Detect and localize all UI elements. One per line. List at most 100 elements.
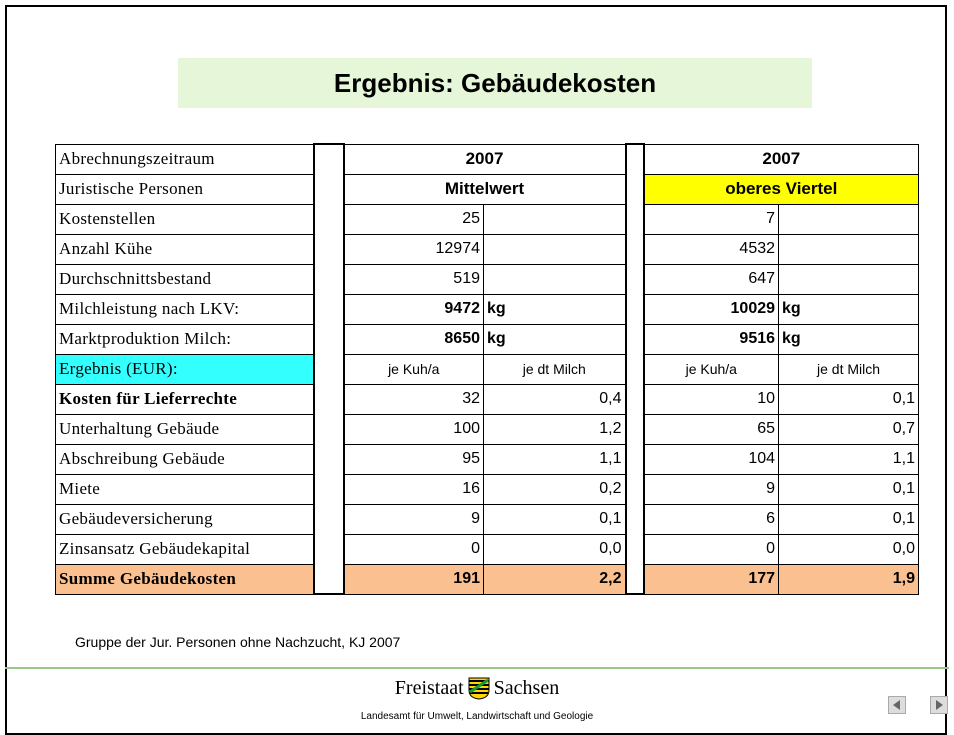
row: Durchschnittsbestand 519 647 (55, 263, 920, 295)
cell: 0,4 (482, 383, 627, 415)
cell: je dt Milch (482, 353, 627, 385)
cell (482, 233, 627, 265)
cell: Zinsansatz Gebäudekapital (55, 533, 314, 565)
row: Juristische Personen Mittelwert oberes Vie… (55, 173, 920, 205)
row: Marktproduktion Milch: 8650 kg 9516 kg (55, 323, 920, 355)
row: Abrechnungszeitraum 2007 2007 (55, 143, 920, 595)
cell: Marktproduktion Milch: (55, 323, 314, 355)
spacer (624, 143, 645, 595)
cell: 9516 (643, 323, 780, 355)
cell: Mittelwert (342, 173, 627, 205)
cell: 1,9 (778, 563, 920, 595)
footer-logo: Freistaat Sachsen (0, 676, 954, 700)
row: Abschreibung Gebäude 95 1,1 104 1,1 (55, 443, 920, 475)
cell: 1,1 (482, 443, 627, 475)
cell: 95 (343, 443, 484, 475)
cell: kg (778, 293, 920, 325)
cell: 0,0 (482, 533, 627, 565)
cell: Anzahl Kühe (55, 233, 314, 265)
cell: Abschreibung Gebäude (55, 443, 314, 475)
cell (778, 233, 920, 265)
cell: 1,1 (778, 443, 920, 475)
agency: Landesamt für Umwelt, Landwirtschaft und… (360, 711, 594, 722)
cost-table: Abrechnungszeitraum 2007 2007 Juristische P… (55, 143, 920, 595)
cell (778, 263, 920, 295)
cell: je Kuh/a (643, 353, 780, 385)
cell: 7 (643, 203, 780, 235)
cell: 10029 (643, 293, 780, 325)
cell: kg (482, 323, 627, 355)
cell (778, 203, 920, 235)
cell: Miete (55, 473, 314, 505)
cell: Summe Gebäudekosten (55, 563, 314, 595)
cell: Durchschnittsbestand (55, 263, 314, 295)
cell: 6 (643, 503, 780, 535)
cell: oberes Viertel (643, 173, 920, 205)
cell: 0,7 (778, 413, 920, 445)
cell: 2,2 (482, 563, 627, 595)
cell: 647 (643, 263, 780, 295)
cell: je dt Milch (778, 353, 920, 385)
next-icon (936, 700, 943, 710)
cell: 0,0 (778, 533, 920, 565)
cell: Kosten für Lieferrechte (55, 383, 314, 415)
cell (482, 263, 627, 295)
cell: 191 (343, 563, 484, 595)
row: Gebäudeversicherung 9 0,1 6 0,1 (55, 503, 920, 535)
cell (482, 203, 627, 235)
cell: 0,1 (778, 503, 920, 535)
spacer (312, 143, 345, 595)
cell: Juristische Personen (55, 173, 314, 205)
nav-prev[interactable] (888, 696, 906, 714)
cell: 9472 (343, 293, 484, 325)
divider (5, 667, 949, 669)
row: Kostenstellen 25 7 (55, 203, 920, 235)
cell: 4532 (643, 233, 780, 265)
cell: Unterhaltung Gebäude (55, 413, 314, 445)
row: Kosten für Lieferrechte 32 0,4 10 0,1 (55, 383, 920, 415)
coat-of-arms (468, 677, 490, 700)
cell: 2007 (643, 143, 920, 175)
cell: 10 (643, 383, 780, 415)
cell: Milchleistung nach LKV: (55, 293, 314, 325)
cell: kg (778, 323, 920, 355)
cell: 12974 (343, 233, 484, 265)
row: Unterhaltung Gebäude 100 1,2 65 0,7 (55, 413, 920, 445)
state-right: Sachsen (493, 677, 560, 699)
cell: 0,1 (778, 383, 920, 415)
cell: 0 (643, 533, 780, 565)
row: Zinsansatz Gebäudekapital 0 0,0 0 0,0 (55, 533, 920, 565)
cell: je Kuh/a (343, 353, 484, 385)
state-left: Freistaat (394, 677, 464, 699)
cell: 519 (343, 263, 484, 295)
cell: 0,2 (482, 473, 627, 505)
cell: 32 (343, 383, 484, 415)
cell: 2007 (342, 143, 627, 175)
prev-icon (893, 700, 900, 710)
row: Miete 16 0,2 9 0,1 (55, 473, 920, 505)
cell: Gebäudeversicherung (55, 503, 314, 535)
cell: 104 (643, 443, 780, 475)
cell: 9 (643, 473, 780, 505)
cell: Kostenstellen (55, 203, 314, 235)
cell: 0 (343, 533, 484, 565)
cell: Abrechnungszeitraum (55, 143, 314, 175)
cell: kg (482, 293, 627, 325)
row: Anzahl Kühe 12974 4532 (55, 233, 920, 265)
row: Ergebnis (EUR): je Kuh/a je dt Milch je Kuh… (55, 353, 920, 385)
cell: 65 (643, 413, 780, 445)
cell: 1,2 (482, 413, 627, 445)
cell: 16 (343, 473, 484, 505)
nav-next[interactable] (930, 696, 948, 714)
cell: 8650 (343, 323, 484, 355)
cell: 0,1 (778, 473, 920, 505)
cell: 9 (343, 503, 484, 535)
row: Milchleistung nach LKV: 9472 kg 10029 kg (55, 293, 920, 325)
cell: Ergebnis (EUR): (55, 353, 314, 385)
cell: 177 (643, 563, 780, 595)
title: Ergebnis: Gebäudekosten (178, 58, 812, 108)
cell: 25 (343, 203, 484, 235)
cell: 100 (343, 413, 484, 445)
note: Gruppe der Jur. Personen ohne Nachzucht,… (75, 634, 401, 650)
